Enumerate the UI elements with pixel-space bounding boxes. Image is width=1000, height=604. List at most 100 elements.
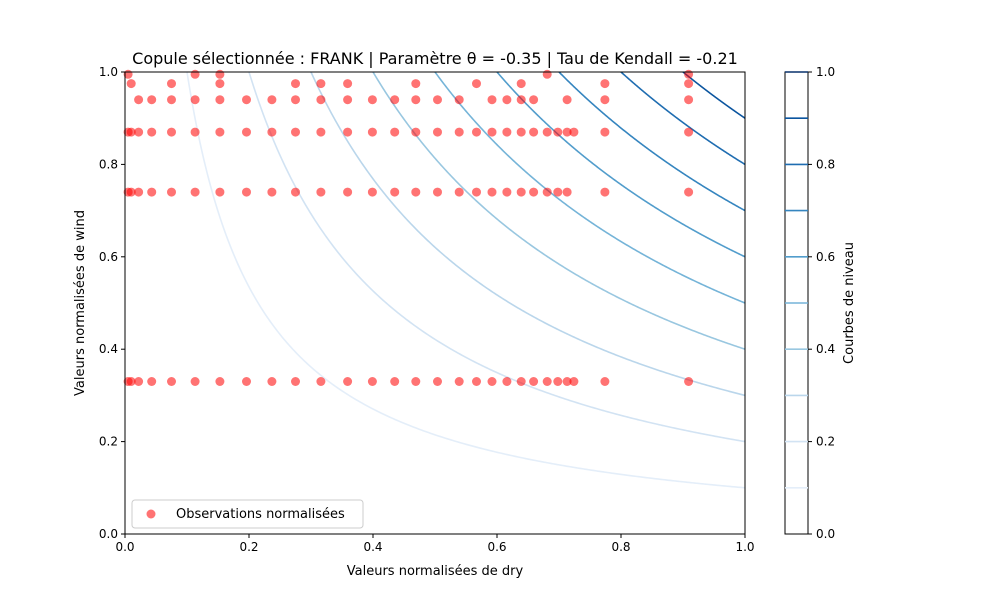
scatter-point-29 — [291, 187, 300, 197]
scatter-point-51 — [454, 127, 464, 137]
scatter-point-49 — [454, 377, 464, 386]
scatter-point-78 — [600, 377, 610, 386]
scatter-point-37 — [367, 377, 377, 386]
scatter-point-107 — [291, 95, 300, 105]
scatter-point-74 — [562, 187, 572, 197]
scatter-point-89 — [215, 79, 225, 89]
scatter-point-111 — [390, 95, 400, 105]
scatter-point-25 — [267, 377, 277, 386]
scatter-point-109 — [343, 95, 353, 105]
scatter-point-40 — [390, 377, 400, 386]
scatter-point-72 — [553, 127, 563, 137]
scatter-point-103 — [190, 95, 200, 105]
contour-line-5 — [434, 71, 746, 304]
scatter-point-21 — [215, 127, 225, 137]
scatter-point-7 — [134, 377, 144, 386]
scatter-point-87 — [190, 69, 200, 79]
colorbar-tick-label-5: 1.0 — [816, 65, 835, 79]
y-tick-label-1: 0.2 — [99, 435, 118, 449]
scatter-point-38 — [367, 187, 377, 197]
scatter-point-11 — [147, 187, 157, 197]
scatter-point-14 — [167, 187, 176, 197]
contour-line-8 — [620, 71, 746, 166]
colorbar-label: Courbes de niveau — [842, 242, 857, 364]
scatter-point-46 — [433, 377, 442, 386]
y-tick-label-2: 0.4 — [99, 342, 118, 356]
colorbar: 0.0 0.2 0.4 0.6 0.8 1.0 Courbes de niveau — [784, 65, 857, 541]
scatter-point-36 — [343, 127, 353, 137]
scatter-point-100 — [134, 95, 144, 105]
scatter-point-114 — [454, 95, 464, 105]
scatter-point-67 — [542, 377, 552, 386]
scatter-point-10 — [147, 377, 157, 386]
scatter-point-58 — [502, 377, 512, 386]
contour-line-7 — [558, 71, 746, 212]
scatter-point-92 — [343, 79, 353, 89]
x-axis-label: Valeurs normalisées de dry — [347, 564, 524, 579]
legend: Observations normalisées — [131, 499, 364, 529]
scatter-point-90 — [291, 79, 300, 89]
scatter-point-52 — [472, 377, 481, 386]
contour-line-3 — [310, 71, 746, 397]
scatter-point-56 — [487, 187, 497, 197]
scatter-point-80 — [600, 127, 610, 137]
scatter-point-66 — [529, 127, 539, 137]
scatter-point-83 — [684, 127, 694, 137]
colorbar-tick-label-4: 0.8 — [816, 157, 835, 171]
scatter-point-13 — [167, 377, 176, 386]
scatter-point-20 — [215, 187, 225, 197]
y-axis-label: Valeurs normalisées de wind — [73, 210, 88, 396]
contour-line-9 — [682, 71, 746, 119]
scatter-point-115 — [487, 95, 497, 105]
scatter-point-55 — [487, 377, 497, 386]
plot-area-frame — [124, 71, 746, 535]
chart-title: Copule sélectionnée : FRANK | Paramètre … — [132, 49, 738, 68]
scatter-point-76 — [569, 377, 579, 386]
scatter-point-43 — [411, 377, 421, 386]
scatter-point-98 — [684, 79, 694, 89]
scatter-point-24 — [242, 127, 251, 137]
y-tick-label-3: 0.6 — [99, 250, 118, 264]
scatter-point-101 — [147, 95, 157, 105]
scatter-point-28 — [291, 377, 300, 386]
scatter-point-60 — [502, 127, 512, 137]
scatter-point-5 — [126, 187, 136, 197]
scatter-point-32 — [316, 187, 326, 197]
scatter-point-104 — [215, 95, 225, 105]
scatter-point-12 — [147, 127, 157, 137]
scatter-point-88 — [215, 69, 225, 79]
contour-lines — [186, 71, 746, 489]
colorbar-ticks: 0.0 0.2 0.4 0.6 0.8 1.0 — [808, 65, 835, 541]
scatter-point-18 — [190, 127, 200, 137]
scatter-point-75 — [562, 127, 572, 137]
contour-line-6 — [496, 71, 746, 258]
scatter-point-42 — [390, 127, 400, 137]
scatter-point-15 — [167, 127, 176, 137]
scatter-point-77 — [569, 127, 579, 137]
scatter-point-121 — [684, 95, 694, 105]
scatter-point-9 — [134, 127, 144, 137]
scatter-point-62 — [516, 187, 526, 197]
x-axis-ticks: 0.0 0.2 0.4 0.6 0.8 1.0 — [115, 534, 755, 554]
scatter-points — [123, 69, 694, 386]
scatter-point-61 — [516, 377, 526, 386]
scatter-point-35 — [343, 187, 353, 197]
scatter-point-94 — [472, 79, 481, 89]
scatter-point-22 — [242, 377, 251, 386]
colorbar-level-lines — [785, 71, 808, 489]
scatter-point-116 — [502, 95, 512, 105]
legend-marker — [146, 509, 156, 519]
x-tick-label-1: 0.2 — [239, 540, 258, 554]
scatter-point-34 — [343, 377, 353, 386]
scatter-point-47 — [433, 187, 442, 197]
scatter-point-4 — [126, 377, 136, 386]
scatter-point-53 — [472, 187, 481, 197]
scatter-point-48 — [433, 127, 442, 137]
scatter-point-96 — [542, 69, 552, 79]
contour-line-4 — [372, 71, 746, 350]
contour-line-2 — [248, 71, 746, 443]
scatter-point-120 — [600, 95, 610, 105]
scatter-point-54 — [472, 127, 481, 137]
scatter-point-17 — [190, 187, 200, 197]
scatter-point-95 — [516, 79, 526, 89]
